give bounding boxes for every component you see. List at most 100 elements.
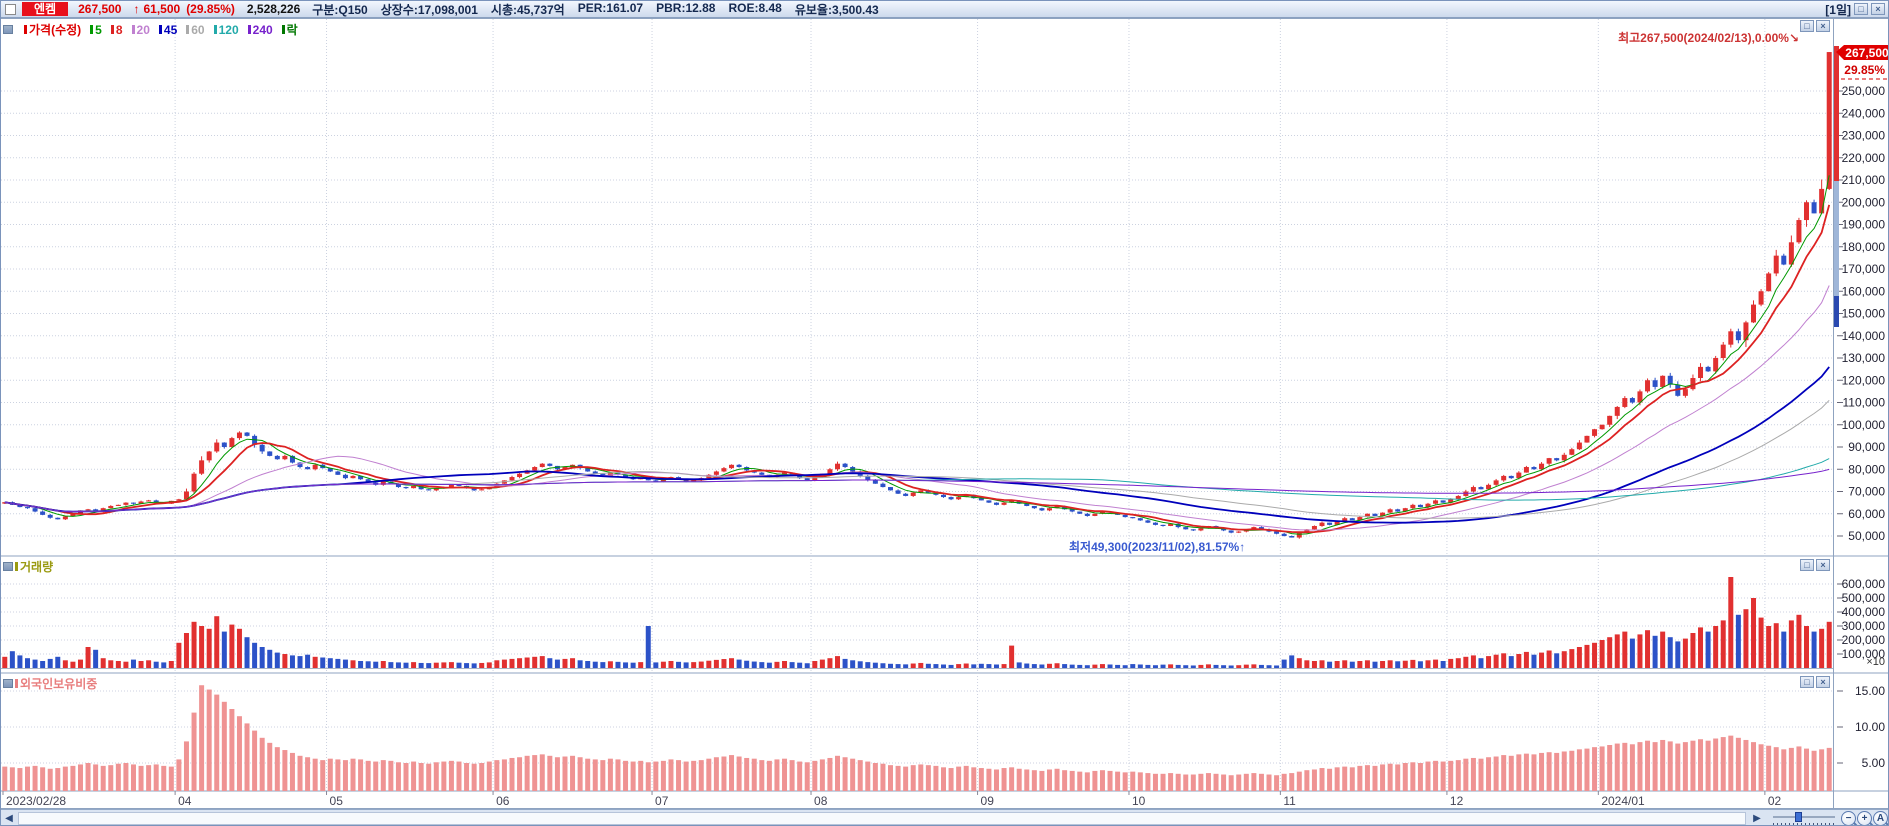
svg-text:300,000: 300,000 [1842,619,1886,633]
moving-average-lines [4,175,1831,535]
svg-text:11: 11 [1283,794,1296,808]
foreign-pane-close-button[interactable]: × [1816,676,1830,688]
svg-text:12: 12 [1450,794,1464,808]
svg-text:02: 02 [1768,794,1782,808]
zoom-in-icon[interactable]: + [1857,811,1872,825]
svg-text:200,000: 200,000 [1842,195,1886,209]
legend-item[interactable]: 120 [213,23,239,37]
svg-text:90,000: 90,000 [1848,440,1885,454]
zoom-out-icon[interactable]: − [1841,811,1856,825]
svg-text:200,000: 200,000 [1842,633,1886,647]
up-arrow-icon: ↑ [133,2,140,16]
svg-text:05: 05 [330,794,344,808]
svg-text:230,000: 230,000 [1842,129,1886,143]
legend-item[interactable]: 45 [158,23,177,37]
volume-unit-label: ×10 [1866,656,1885,668]
low-arrow-icon: ↑ [1239,540,1246,554]
svg-text:267,500: 267,500 [1845,46,1889,60]
svg-text:60,000: 60,000 [1848,507,1885,521]
legend-label: 20 [136,22,150,37]
series-swatch [15,679,18,688]
foreign-pane-title: 외국인보유비중 [20,677,98,691]
svg-text:04: 04 [178,794,192,808]
legend-label: 가격(수정) [29,23,82,37]
svg-text:120,000: 120,000 [1842,373,1886,387]
svg-text:110,000: 110,000 [1843,396,1886,410]
zoom-reset-icon[interactable]: A [1873,811,1888,825]
legend-label: 240 [252,22,273,37]
legend-swatch [281,25,285,34]
current-price-tag: 267,500 29.85% [1836,45,1889,80]
scrollbar-track[interactable] [18,812,1746,825]
svg-text:2024/01: 2024/01 [1601,794,1645,808]
volume-pane-close-button[interactable]: × [1816,559,1830,571]
svg-text:29.85%: 29.85% [1844,63,1885,77]
legend-swatch [90,25,94,34]
legend-item[interactable]: 5 [90,23,102,37]
svg-text:06: 06 [496,794,510,808]
header-field: 상장수:17,098,001 [380,2,478,17]
price-change: 61,500 [143,2,181,16]
legend-label: 8 [115,22,123,37]
header-fields: 구분:Q150 상장수:17,098,001 시총:45,737억 PER:161.0… [312,1,891,18]
pane-window-icon[interactable] [3,562,13,571]
price-pane-restore-button[interactable]: □ [1800,20,1814,32]
svg-text:10.00: 10.00 [1855,720,1885,734]
price-change-pct: (29.85%) [186,2,235,16]
restore-button[interactable]: □ [1854,3,1868,15]
zoom-slider-ticks [1773,823,1835,825]
svg-text:80,000: 80,000 [1848,462,1885,476]
traded-volume: 2,528,226 [246,2,301,16]
svg-text:07: 07 [655,794,669,808]
scrollbar-thumb[interactable] [19,813,1745,824]
low-price-annotation: 최저49,300(2023/11/02),81.57%↑ [1069,540,1246,554]
svg-text:150,000: 150,000 [1842,307,1886,321]
bottom-scrollbar-row: ◀ ▶ − + A [1,809,1888,825]
legend-swatch [110,25,114,34]
legend-item[interactable]: 240 [247,22,273,37]
foreign-ownership-bars [2,685,1832,791]
header-field: PER:161.07 [577,0,644,15]
legend-item[interactable]: 60 [186,22,205,37]
current-price: 267,500 [78,2,122,16]
svg-text:100,000: 100,000 [1842,647,1886,661]
pane-frames [1,18,1888,809]
header-field: ROE:8.48 [728,0,782,15]
high-price-annotation: 최고267,500(2024/02/13),0.00%↘ [1618,31,1799,45]
svg-text:500,000: 500,000 [1842,591,1886,605]
zoom-slider[interactable] [1773,811,1835,825]
svg-text:600,000: 600,000 [1842,577,1886,591]
legend-item[interactable]: 8 [110,22,123,37]
header-field: 시총:45,737억 [490,2,565,17]
svg-text:2023/02/28: 2023/02/28 [6,794,66,808]
axis-labels: 250,000 240,000 230,000 220,000 210,000 200,0… [2,84,1886,808]
svg-text:5.00: 5.00 [1862,756,1886,770]
legend-label: 60 [191,22,205,37]
window-checkbox[interactable] [5,3,16,15]
close-button[interactable]: × [1871,3,1885,15]
legend-label: 5 [95,22,102,37]
legend-swatch [213,25,217,34]
svg-text:190,000: 190,000 [1842,218,1886,232]
legend-item[interactable]: 가격(수정) [24,21,81,38]
scroll-left-button[interactable]: ◀ [5,813,13,824]
pane-window-icon[interactable] [3,25,13,34]
svg-text:50,000: 50,000 [1848,529,1885,543]
legend-swatch [186,25,190,34]
legend-swatch [24,25,27,34]
timeframe-label: [1일] [1825,2,1851,17]
svg-text:100,000: 100,000 [1842,418,1886,432]
pane-window-icon[interactable] [3,679,13,688]
volume-pane-restore-button[interactable]: □ [1800,559,1814,571]
foreign-pane-header: 외국인보유비중 [3,675,97,692]
price-pane-close-button[interactable]: × [1816,20,1830,32]
zoom-slider-handle[interactable] [1795,812,1802,822]
foreign-pane-restore-button[interactable]: □ [1800,676,1814,688]
legend-item[interactable]: 20 [131,22,150,37]
legend-label: 락 [286,23,298,37]
scroll-right-button[interactable]: ▶ [1753,813,1761,824]
svg-text:130,000: 130,000 [1842,351,1886,365]
legend-item[interactable]: 락 [281,21,298,38]
